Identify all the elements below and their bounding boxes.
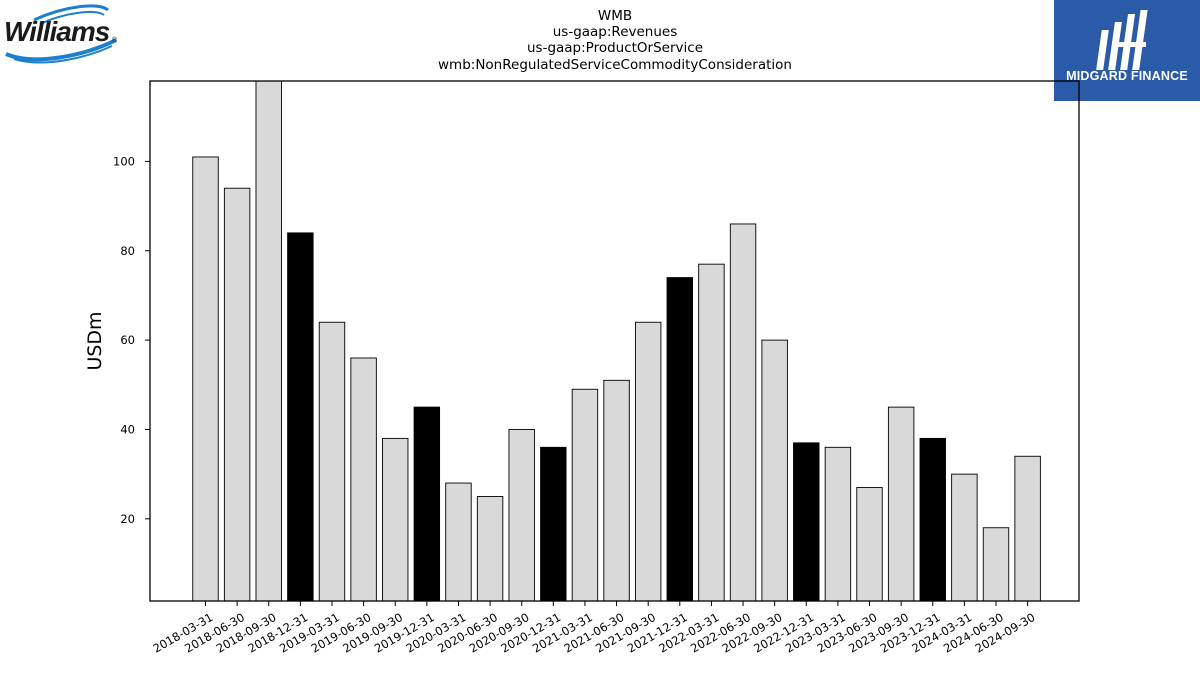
bar-2021-12-31 — [666, 277, 693, 602]
bar-2023-03-31 — [824, 446, 852, 602]
midgard-finance-text: MIDGARD FINANCE — [1066, 69, 1188, 83]
y-axis: 20 40 60 80 100 — [113, 154, 150, 526]
bar-2018-03-31 — [192, 156, 219, 602]
chart-title-line-4: wmb:NonRegulatedServiceCommodityConsider… — [438, 57, 792, 73]
williams-logo-text: Williams — [4, 16, 110, 47]
bar-2021-09-30 — [634, 321, 662, 602]
bar-2018-12-31 — [287, 232, 314, 602]
bar-2020-12-31 — [540, 446, 567, 602]
bar-2020-03-31 — [445, 482, 472, 602]
chart-title-line-2: us-gaap:Revenues — [553, 24, 678, 40]
chart-title-line-3: us-gaap:ProductOrService — [527, 40, 703, 56]
y-axis-label: USDm — [84, 311, 106, 370]
bar-2022-12-31 — [793, 442, 820, 602]
bar-2019-12-31 — [413, 406, 441, 602]
bar-2024-06-30 — [982, 527, 1010, 602]
midgard-emblem-icon — [1096, 10, 1148, 70]
chart-title: WMB us-gaap:Revenues us-gaap:ProductOrSe… — [438, 8, 792, 73]
williams-swoosh-icon — [5, 4, 117, 64]
bar-2020-06-30 — [476, 496, 504, 602]
bar-2020-09-30 — [508, 429, 535, 602]
bar-2023-09-30 — [887, 406, 915, 602]
bar-2021-03-31 — [571, 388, 599, 602]
bar-2019-09-30 — [382, 437, 409, 602]
bar-2018-06-30 — [223, 187, 251, 602]
y-tick-label-100: 100 — [113, 154, 135, 168]
y-tick-label-80: 80 — [120, 244, 135, 258]
bar-2019-03-31 — [318, 321, 346, 602]
bar-2022-06-30 — [729, 223, 757, 602]
bar-2021-06-30 — [603, 379, 630, 602]
bar-2022-09-30 — [761, 339, 788, 602]
midgard-finance-logo: MIDGARD FINANCE — [1054, 0, 1200, 101]
bar-2022-03-31 — [698, 263, 725, 602]
bars-group — [192, 80, 1041, 602]
y-tick-label-40: 40 — [120, 422, 135, 436]
registered-mark: ® — [112, 37, 118, 44]
x-axis: 2018-03-312018-06-302018-09-302018-12-31… — [151, 601, 1038, 656]
y-tick-label-60: 60 — [120, 333, 135, 347]
y-tick-label-20: 20 — [120, 512, 135, 526]
bar-2018-09-30 — [255, 80, 282, 602]
williams-logo: Williams ® — [4, 4, 120, 66]
bar-2019-06-30 — [350, 357, 377, 602]
bar-2024-03-31 — [951, 473, 978, 602]
bar-2024-09-30 — [1014, 455, 1041, 602]
chart-title-line-1: WMB — [598, 8, 632, 24]
plot-frame — [149, 80, 1080, 602]
bar-2023-12-31 — [919, 437, 946, 602]
bar-2023-06-30 — [856, 487, 883, 602]
